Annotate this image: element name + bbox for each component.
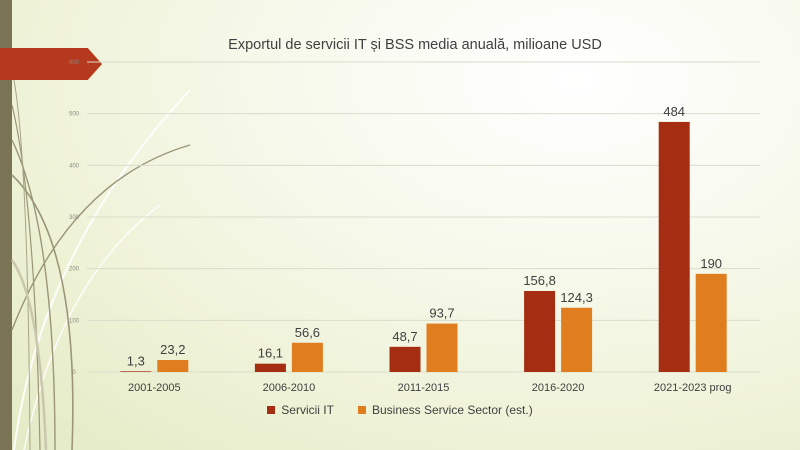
legend-label-bss: Business Service Sector (est.) <box>371 403 533 417</box>
bar-bss <box>157 360 189 372</box>
x-category-label: 2006-2010 <box>263 382 316 394</box>
legend-item-bss: Business Service Sector (est.) <box>357 403 533 417</box>
bar-servicii-it <box>658 121 690 372</box>
bar-bss <box>695 273 727 372</box>
bar-bss <box>426 323 458 372</box>
bar-servicii-it <box>524 290 556 372</box>
data-label: 16,1 <box>258 346 283 361</box>
chart-legend: Servicii IT Business Service Sector (est… <box>0 401 800 419</box>
bar-servicii-it <box>389 346 421 372</box>
title-arrow-banner <box>0 48 102 80</box>
y-tick-label: 400 <box>69 163 80 169</box>
y-tick-label: 600 <box>69 60 80 66</box>
data-label: 190 <box>700 256 722 271</box>
bar-servicii-it <box>254 363 286 372</box>
legend-label-servicii-it: Servicii IT <box>281 403 334 417</box>
x-category-label: 2016-2020 <box>532 382 585 394</box>
x-category-label: 2021-2023 prog <box>654 382 732 394</box>
data-label: 23,2 <box>160 342 185 357</box>
y-tick-label: 200 <box>69 267 80 273</box>
legend-swatch-bss <box>357 406 366 414</box>
bar-servicii-it <box>120 371 152 372</box>
data-label: 124,3 <box>560 290 593 305</box>
chart-title: Exportul de servicii IT și BSS media anu… <box>228 37 602 53</box>
x-category-label: 2011-2015 <box>398 382 450 394</box>
bar-bss <box>561 307 593 372</box>
data-label: 93,7 <box>429 306 454 321</box>
data-label: 1,3 <box>127 353 145 368</box>
data-label: 484 <box>663 104 685 119</box>
bar-bss <box>291 342 323 372</box>
data-label: 48,7 <box>392 329 417 344</box>
y-tick-label: 100 <box>69 318 80 324</box>
y-tick-label: 300 <box>69 215 80 221</box>
slide-left-bar <box>0 0 12 450</box>
y-tick-label: 500 <box>69 112 80 118</box>
y-tick-label: 0 <box>72 370 76 376</box>
x-category-label: 2001-2005 <box>128 382 181 394</box>
data-label: 56,6 <box>295 325 320 340</box>
legend-swatch-servicii-it <box>267 406 276 414</box>
legend-item-servicii-it: Servicii IT <box>267 403 334 417</box>
data-label: 156,8 <box>523 273 556 288</box>
